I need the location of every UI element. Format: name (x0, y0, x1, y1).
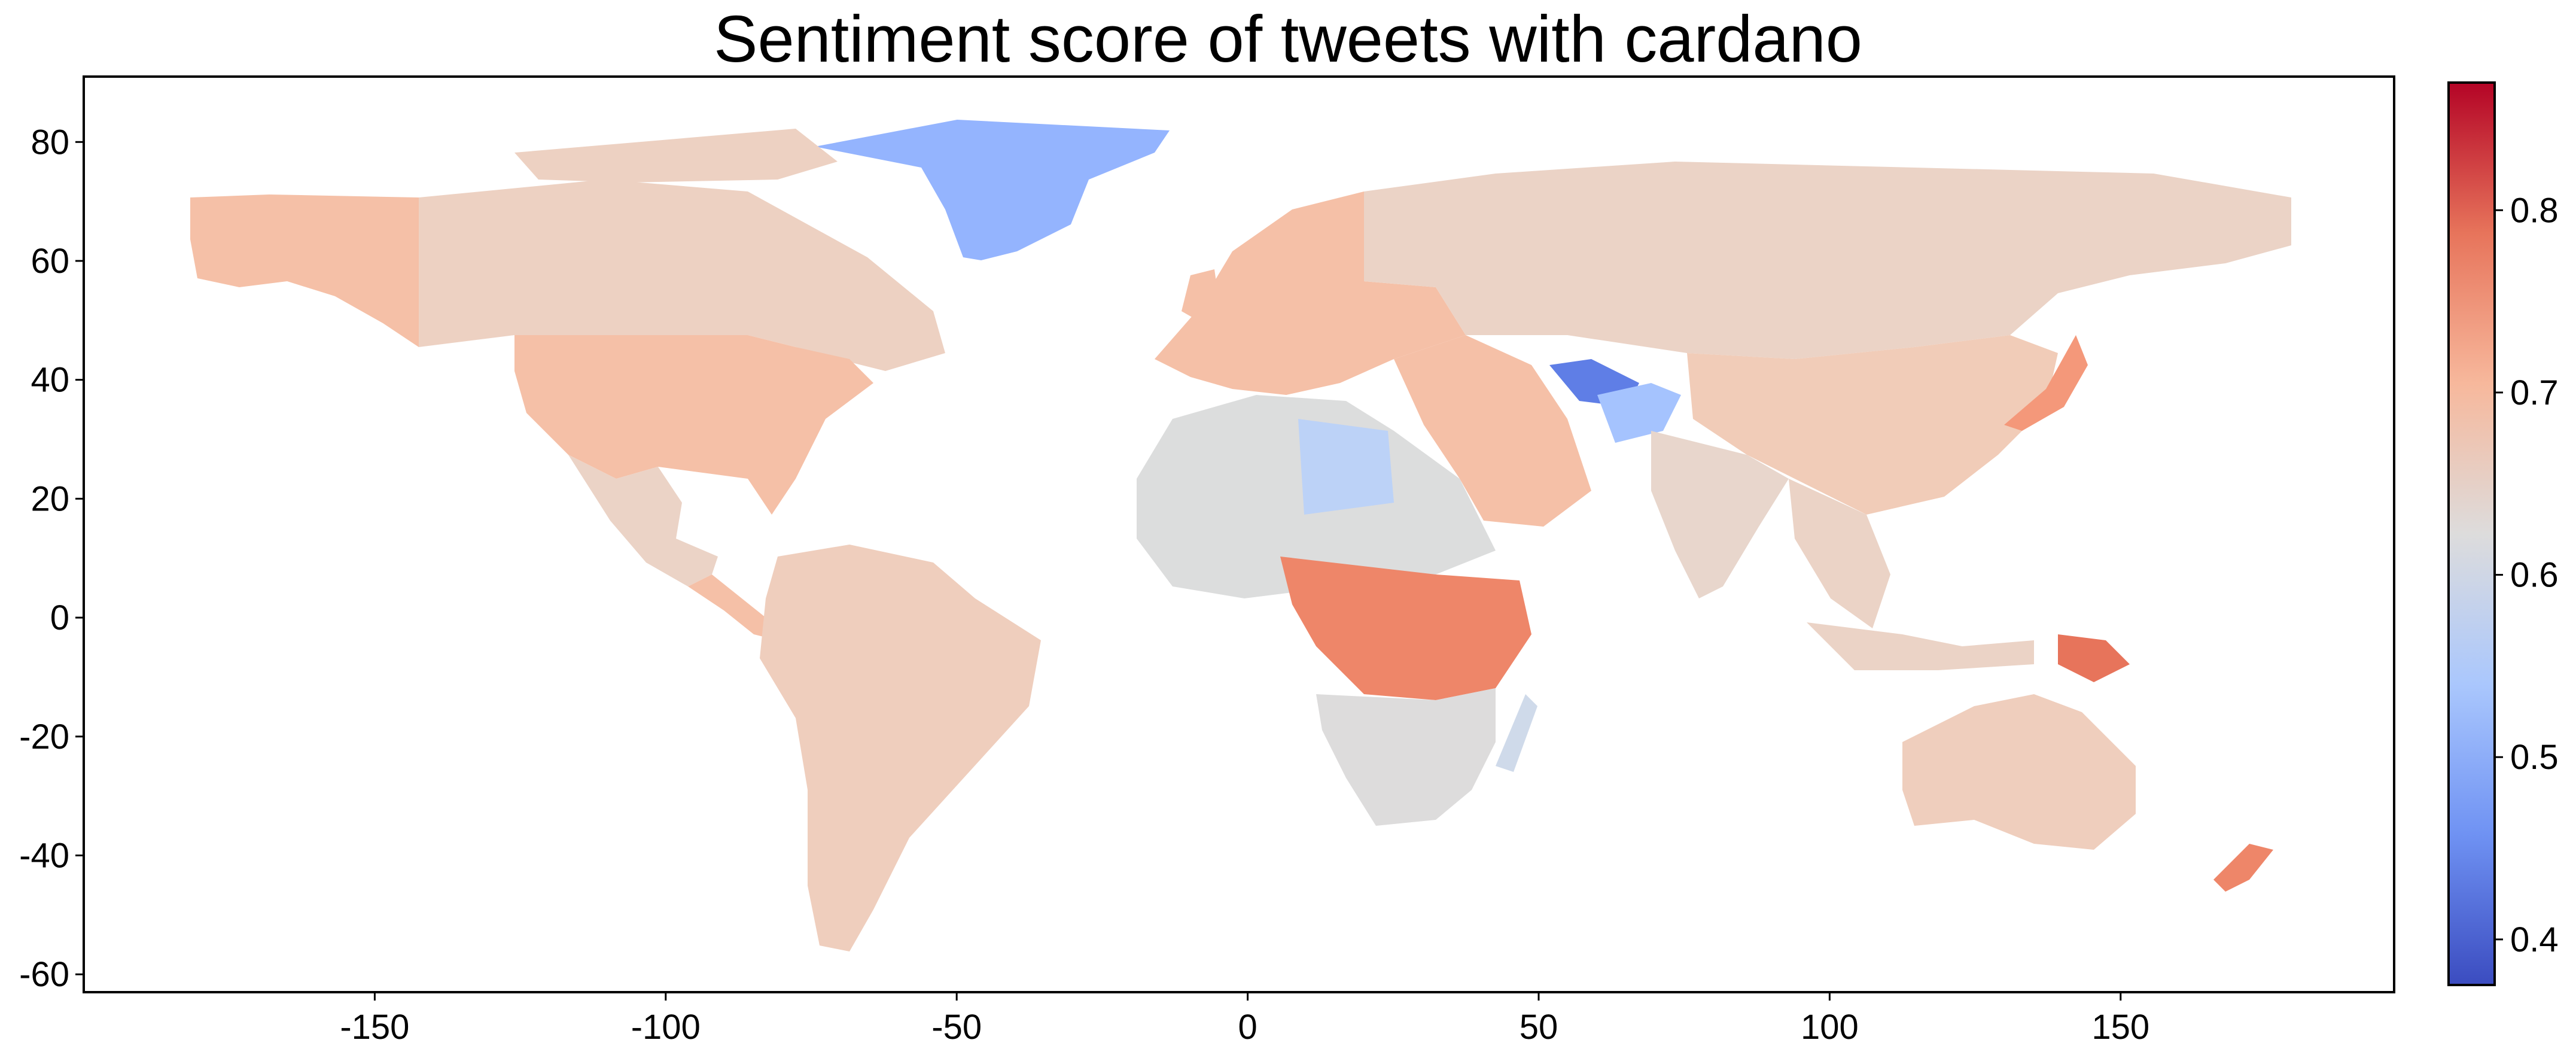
colorbar-axis: 0.4 0.5 0.6 0.7 0.8 (2495, 191, 2559, 959)
region-greenland (815, 120, 1170, 260)
region-libya (1298, 419, 1394, 515)
x-tick-label: -100 (631, 1008, 701, 1047)
region-canada-arctic (514, 129, 838, 183)
map-land-layer (190, 120, 2291, 951)
region-mexico (568, 455, 718, 586)
region-canada (419, 180, 945, 371)
region-papua-new-guinea (2058, 634, 2130, 682)
region-indonesia (1807, 622, 2034, 670)
y-tick-label: 80 (31, 123, 69, 162)
x-tick-label: 0 (1238, 1008, 1257, 1047)
x-tick-label: 100 (1801, 1008, 1859, 1047)
y-axis: -60 -40 -20 0 20 40 60 80 (19, 123, 84, 994)
x-axis: -150 -100 -50 0 50 100 150 (340, 992, 2149, 1047)
region-japan (2004, 335, 2088, 431)
region-australia (1902, 694, 2136, 850)
x-tick-label: -50 (931, 1008, 982, 1047)
map-plot-frame (83, 75, 2395, 993)
region-new-zealand (2213, 844, 2273, 892)
x-tick-label: 50 (1520, 1008, 1558, 1047)
region-southeast-asia (1789, 479, 1890, 628)
region-china (1687, 335, 2058, 515)
region-uk (1182, 269, 1220, 323)
colorbar (2447, 81, 2496, 986)
region-united-states (514, 335, 873, 515)
colorbar-tick-label: 0.7 (2510, 373, 2559, 412)
colorbar-tick-label: 0.4 (2510, 920, 2559, 959)
region-central-america (688, 574, 778, 640)
x-tick-label: -150 (340, 1008, 409, 1047)
y-tick-label: -20 (19, 718, 69, 756)
colorbar-tick-label: 0.8 (2510, 191, 2559, 230)
region-europe (1155, 191, 1466, 395)
colorbar-tick-label: 0.6 (2510, 556, 2559, 595)
y-tick-label: 0 (50, 598, 69, 637)
x-tick-label: 150 (2091, 1008, 2149, 1047)
y-tick-label: -40 (19, 836, 69, 875)
region-russia (1364, 162, 2291, 359)
region-madagascar (1496, 694, 1537, 772)
y-tick-label: 20 (31, 479, 69, 518)
region-alaska (190, 194, 419, 347)
y-tick-label: 40 (31, 361, 69, 400)
y-tick-label: 60 (31, 242, 69, 281)
region-afghanistan (1597, 383, 1681, 443)
colorbar-tick-label: 0.5 (2510, 738, 2559, 777)
region-middle-east (1394, 335, 1591, 527)
region-south-america (760, 545, 1041, 951)
chart-title: Sentiment score of tweets with cardano (714, 2, 1862, 76)
region-central-africa (1280, 557, 1531, 700)
region-southern-africa (1316, 688, 1496, 826)
y-tick-label: -60 (19, 955, 69, 994)
region-india (1651, 431, 1789, 598)
